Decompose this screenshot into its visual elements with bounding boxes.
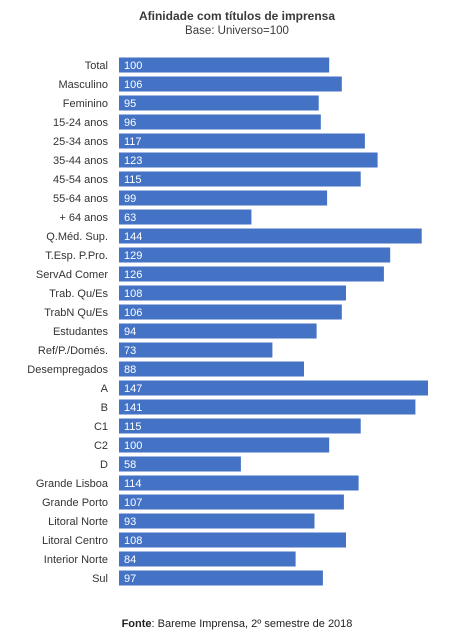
category-label: 55-64 anos	[53, 193, 109, 205]
category-label: 35-44 anos	[53, 155, 109, 167]
value-label: 100	[124, 440, 142, 452]
source-label: Fonte	[121, 618, 152, 630]
source-note: Fonte: Bareme Imprensa, 2º semestre de 2…	[0, 618, 474, 630]
category-label: 45-54 anos	[53, 174, 109, 186]
category-label: Total	[85, 60, 108, 72]
category-label: Interior Norte	[44, 554, 108, 566]
value-label: 108	[124, 535, 142, 547]
category-label: Grande Porto	[42, 497, 108, 509]
value-label: 126	[124, 269, 142, 281]
value-label: 97	[124, 573, 136, 585]
bar	[119, 76, 342, 92]
bar	[119, 57, 330, 73]
bar	[119, 437, 330, 453]
chart-title: Afinidade com títulos de imprensa	[138, 9, 336, 23]
value-label: 99	[124, 193, 136, 205]
category-label: Litoral Norte	[48, 516, 108, 528]
value-label: 144	[124, 231, 142, 243]
value-label: 129	[124, 250, 142, 262]
bar	[119, 551, 296, 567]
category-label: Litoral Centro	[42, 535, 108, 547]
value-label: 147	[124, 383, 142, 395]
value-label: 94	[124, 326, 136, 338]
bar	[119, 190, 328, 206]
category-label: A	[101, 383, 109, 395]
bar	[119, 95, 319, 111]
source-text: : Bareme Imprensa, 2º semestre de 2018	[151, 618, 353, 630]
bar	[119, 114, 321, 130]
value-label: 123	[124, 155, 142, 167]
value-label: 84	[124, 554, 136, 566]
category-label: T.Esp. P.Pro.	[45, 250, 108, 262]
value-label: 73	[124, 345, 136, 357]
value-label: 106	[124, 307, 142, 319]
category-label: Grande Lisboa	[36, 478, 109, 490]
category-label: Desempregados	[27, 364, 108, 376]
bar	[119, 266, 384, 282]
bar	[119, 209, 252, 225]
bar	[119, 228, 422, 244]
category-label: Masculino	[58, 79, 108, 91]
category-label: + 64 anos	[59, 212, 108, 224]
value-label: 107	[124, 497, 142, 509]
value-label: 115	[124, 421, 142, 433]
chart-subtitle: Base: Universo=100	[185, 25, 289, 37]
bar	[119, 380, 428, 396]
bar	[119, 570, 323, 586]
bar	[119, 342, 273, 358]
category-label: Trab. Qu/Es	[49, 288, 108, 300]
category-label: Ref/P./Domés.	[38, 345, 108, 357]
bar	[119, 532, 346, 548]
category-label: D	[100, 459, 108, 471]
value-label: 114	[124, 478, 142, 490]
value-label: 106	[124, 79, 142, 91]
bar	[119, 323, 317, 339]
value-label: 88	[124, 364, 136, 376]
value-label: 96	[124, 117, 136, 129]
value-label: 115	[124, 174, 142, 186]
bar	[119, 513, 315, 529]
value-label: 58	[124, 459, 136, 471]
value-label: 95	[124, 98, 136, 110]
value-label: 117	[124, 136, 142, 148]
bar	[119, 418, 361, 434]
bar	[119, 133, 365, 149]
bar	[119, 399, 416, 415]
bar	[119, 152, 378, 168]
value-label: 108	[124, 288, 142, 300]
category-label: Sul	[92, 573, 108, 585]
category-label: 25-34 anos	[53, 136, 109, 148]
bar	[119, 304, 342, 320]
bar	[119, 361, 304, 377]
category-label: B	[101, 402, 108, 414]
category-label: 15-24 anos	[53, 117, 109, 129]
category-label: TrabN Qu/Es	[44, 307, 108, 319]
bar	[119, 475, 359, 491]
category-label: Estudantes	[53, 326, 109, 338]
value-label: 63	[124, 212, 136, 224]
bar	[119, 494, 344, 510]
bar	[119, 171, 361, 187]
value-label: 100	[124, 60, 142, 72]
category-label: Q.Méd. Sup.	[46, 231, 108, 243]
category-label: ServAd Comer	[36, 269, 108, 281]
bar	[119, 456, 241, 472]
bar	[119, 285, 346, 301]
value-label: 93	[124, 516, 136, 528]
category-label: C1	[94, 421, 108, 433]
bar	[119, 247, 391, 263]
value-label: 141	[124, 402, 142, 414]
category-label: C2	[94, 440, 108, 452]
category-label: Feminino	[63, 98, 108, 110]
